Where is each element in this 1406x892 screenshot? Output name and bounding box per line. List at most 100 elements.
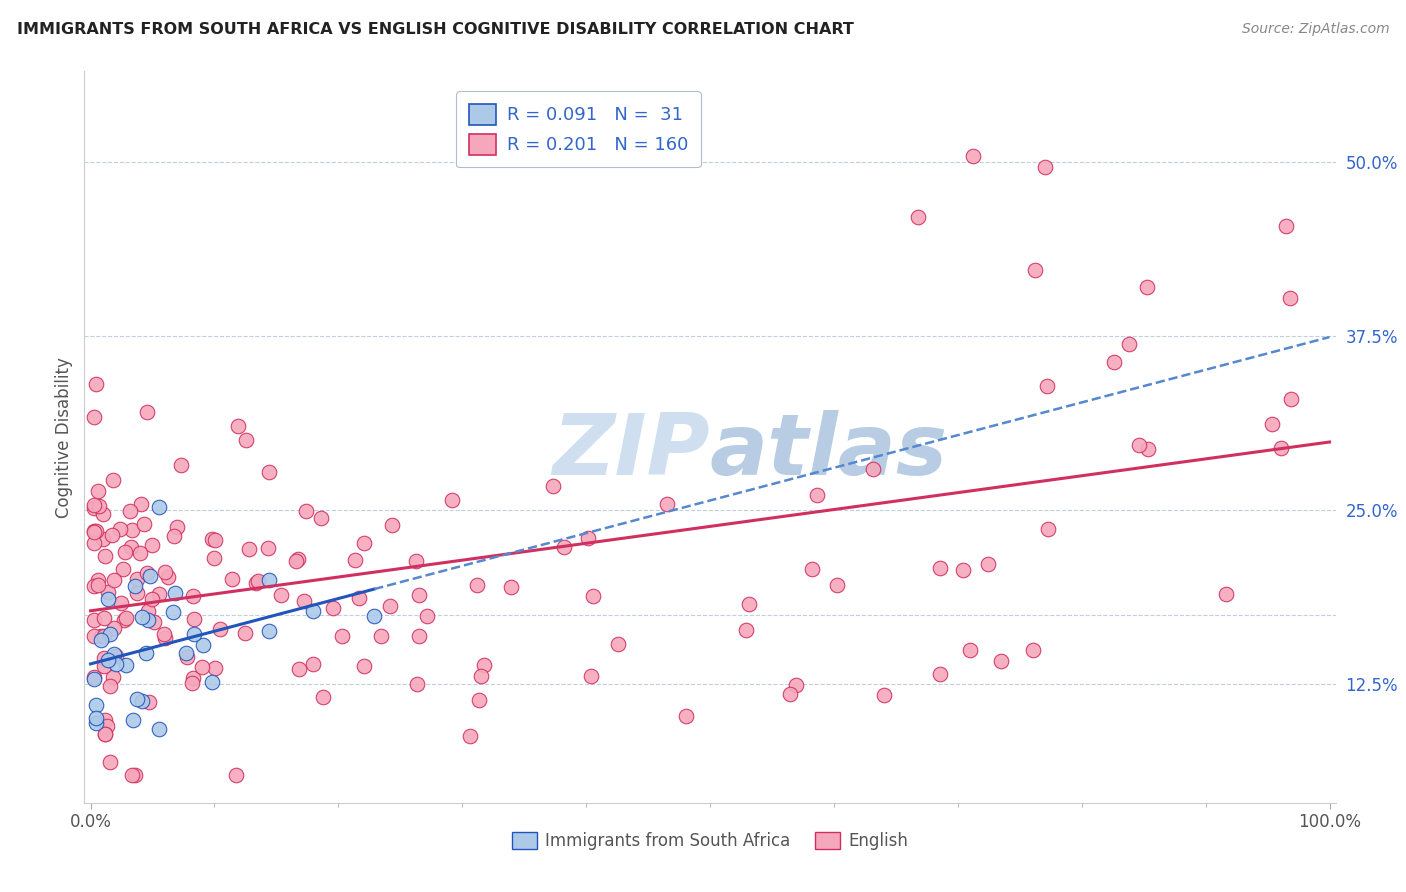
Point [246, 574, 269, 588]
Point [94, 726, 117, 740]
Point [183, 627, 205, 641]
Point [952, 563, 974, 577]
Point [83, 670, 105, 684]
Point [100, 528, 122, 542]
Point [1022, 643, 1045, 657]
Point [94, 713, 117, 727]
Point [114, 545, 136, 559]
Point [928, 560, 950, 574]
Point [349, 591, 371, 606]
Point [468, 692, 491, 706]
Point [153, 627, 176, 641]
Point [470, 669, 492, 683]
Point [405, 554, 427, 568]
Point [353, 535, 375, 549]
Point [322, 601, 344, 615]
Point [579, 669, 602, 683]
Point [162, 605, 184, 619]
Point [675, 709, 697, 723]
Point [735, 623, 758, 637]
Point [120, 540, 142, 554]
Point [115, 658, 138, 673]
Point [582, 589, 605, 603]
Point [98, 679, 121, 693]
Point [101, 473, 124, 487]
Point [93, 727, 115, 741]
Point [124, 579, 146, 593]
Point [83, 536, 105, 550]
Point [148, 500, 170, 515]
Point [153, 565, 176, 579]
Point [1102, 355, 1125, 369]
Point [97, 584, 120, 599]
Point [114, 611, 136, 625]
Point [201, 532, 224, 546]
Point [118, 504, 141, 518]
Point [143, 615, 166, 629]
Point [238, 542, 260, 557]
Point [202, 551, 225, 566]
Point [127, 692, 149, 706]
Point [122, 713, 145, 727]
Point [104, 657, 127, 671]
Point [825, 578, 848, 592]
Point [467, 578, 489, 592]
Point [83, 629, 105, 643]
Point [738, 597, 761, 611]
Point [97, 652, 120, 666]
Point [332, 629, 354, 643]
Point [295, 504, 318, 518]
Point [416, 608, 439, 623]
Point [93, 629, 115, 643]
Point [138, 569, 160, 583]
Point [408, 588, 430, 602]
Point [83, 672, 105, 686]
Point [235, 433, 257, 447]
Point [458, 729, 481, 743]
Point [553, 540, 575, 554]
Point [862, 462, 884, 476]
Point [1033, 161, 1056, 175]
Point [138, 696, 160, 710]
Point [606, 637, 628, 651]
Point [285, 553, 308, 567]
Point [541, 479, 564, 493]
Point [181, 676, 204, 690]
Point [287, 662, 309, 676]
Point [1279, 392, 1302, 407]
Point [977, 557, 1000, 571]
Point [128, 546, 150, 560]
Point [83, 524, 105, 539]
Point [91, 532, 114, 546]
Point [1135, 280, 1157, 294]
Point [1270, 441, 1292, 455]
Point [181, 590, 204, 604]
Point [440, 492, 463, 507]
Text: ZIP: ZIP [553, 410, 710, 493]
Point [157, 570, 180, 584]
Point [91, 507, 114, 521]
Point [83, 410, 105, 425]
Point [86, 716, 108, 731]
Point [84, 698, 107, 712]
Point [87, 499, 110, 513]
Point [132, 517, 155, 532]
Point [1136, 442, 1159, 456]
Point [97, 592, 120, 607]
Point [87, 578, 110, 592]
Point [1024, 263, 1046, 277]
Point [302, 604, 325, 618]
Point [378, 599, 401, 613]
Point [501, 580, 523, 594]
Point [83, 525, 105, 540]
Point [257, 574, 280, 588]
Point [257, 465, 280, 479]
Point [93, 658, 115, 673]
Point [245, 575, 267, 590]
Point [110, 522, 132, 536]
Point [153, 632, 176, 646]
Point [181, 671, 204, 685]
Point [84, 711, 107, 725]
Point [990, 654, 1012, 668]
Point [105, 649, 128, 664]
